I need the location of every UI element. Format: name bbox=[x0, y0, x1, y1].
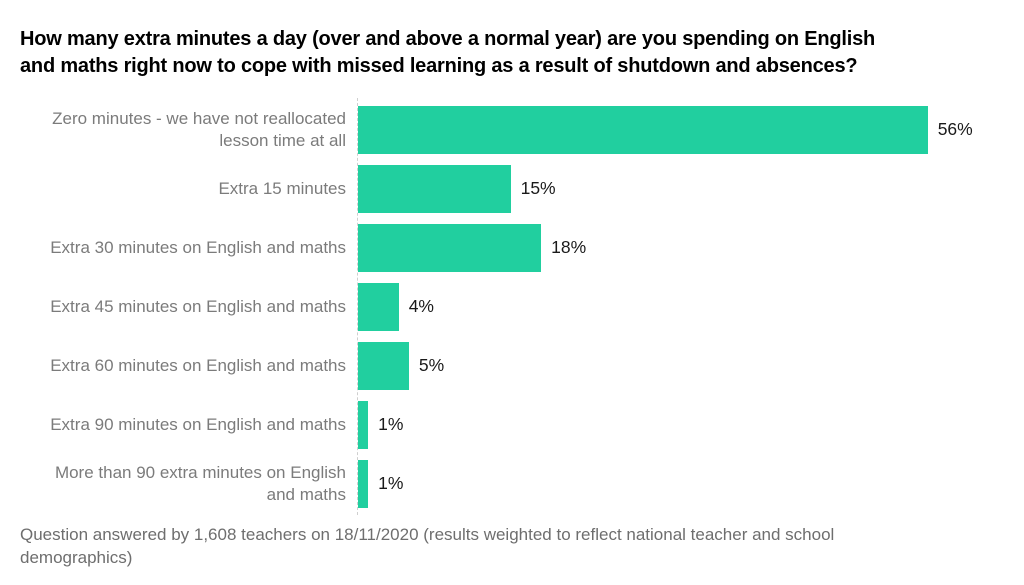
bar-track: 5% bbox=[352, 336, 1004, 395]
chart-row: Zero minutes - we have not reallocated le… bbox=[20, 100, 1004, 159]
bar-track: 15% bbox=[352, 159, 1004, 218]
category-label-line: Extra 30 minutes on English and maths bbox=[50, 237, 346, 257]
category-label-line: Zero minutes - we have not reallocated bbox=[52, 108, 346, 128]
chart-title-line-1: How many extra minutes a day (over and a… bbox=[20, 28, 876, 50]
value-label: 5% bbox=[418, 355, 445, 375]
bar-track: 1% bbox=[352, 395, 1004, 454]
bar-track: 4% bbox=[352, 277, 1004, 336]
bar-track: 18% bbox=[352, 218, 1004, 277]
bar bbox=[358, 223, 542, 272]
chart-rows: Zero minutes - we have not reallocated le… bbox=[20, 100, 1004, 513]
category-label: Extra 60 minutes on English and maths bbox=[20, 355, 352, 377]
category-label-line: and maths bbox=[266, 484, 346, 504]
chart-footnote-line-2: demographics) bbox=[20, 548, 133, 567]
chart-row: Extra 90 minutes on English and maths 1% bbox=[20, 395, 1004, 454]
chart-row: More than 90 extra minutes on English and… bbox=[20, 454, 1004, 513]
value-label: 15% bbox=[520, 178, 556, 198]
chart-title: How many extra minutes a day (over and a… bbox=[20, 26, 1004, 80]
zero-baseline bbox=[357, 98, 358, 515]
chart-title-line-2: and maths right now to cope with missed … bbox=[20, 55, 858, 77]
chart-footnote-line-1: Question answered by 1,608 teachers on 1… bbox=[20, 525, 835, 544]
category-label-line: Extra 60 minutes on English and maths bbox=[50, 355, 346, 375]
chart-row: Extra 60 minutes on English and maths 5% bbox=[20, 336, 1004, 395]
value-label: 1% bbox=[378, 414, 404, 434]
chart-row: Extra 45 minutes on English and maths 4% bbox=[20, 277, 1004, 336]
value-label: 56% bbox=[937, 119, 973, 139]
category-label: Zero minutes - we have not reallocated le… bbox=[20, 108, 352, 152]
category-label-line: More than 90 extra minutes on English bbox=[54, 462, 346, 482]
category-label-line: Extra 15 minutes bbox=[218, 178, 346, 198]
bar-track: 1% bbox=[352, 454, 1004, 513]
bar bbox=[358, 400, 369, 449]
bar bbox=[358, 341, 409, 390]
category-label: Extra 30 minutes on English and maths bbox=[20, 237, 352, 259]
bar-chart: Zero minutes - we have not reallocated le… bbox=[20, 98, 1004, 515]
value-label: 18% bbox=[551, 237, 587, 257]
category-label: Extra 45 minutes on English and maths bbox=[20, 296, 352, 318]
bar bbox=[358, 459, 369, 508]
category-label: Extra 15 minutes bbox=[20, 178, 352, 200]
category-label-line: Extra 45 minutes on English and maths bbox=[50, 296, 346, 316]
category-label: More than 90 extra minutes on English and… bbox=[20, 462, 352, 506]
category-label-line: Extra 90 minutes on English and maths bbox=[50, 414, 346, 434]
value-label: 4% bbox=[408, 296, 434, 316]
chart-row: Extra 30 minutes on English and maths 18… bbox=[20, 218, 1004, 277]
bar bbox=[358, 282, 399, 331]
bar-track: 56% bbox=[352, 100, 1004, 159]
bar bbox=[358, 164, 511, 213]
chart-footnote: Question answered by 1,608 teachers on 1… bbox=[20, 523, 1004, 569]
category-label: Extra 90 minutes on English and maths bbox=[20, 414, 352, 436]
bar bbox=[358, 105, 928, 154]
value-label: 1% bbox=[378, 473, 404, 493]
chart-row: Extra 15 minutes 15% bbox=[20, 159, 1004, 218]
category-label-line: lesson time at all bbox=[219, 130, 346, 150]
